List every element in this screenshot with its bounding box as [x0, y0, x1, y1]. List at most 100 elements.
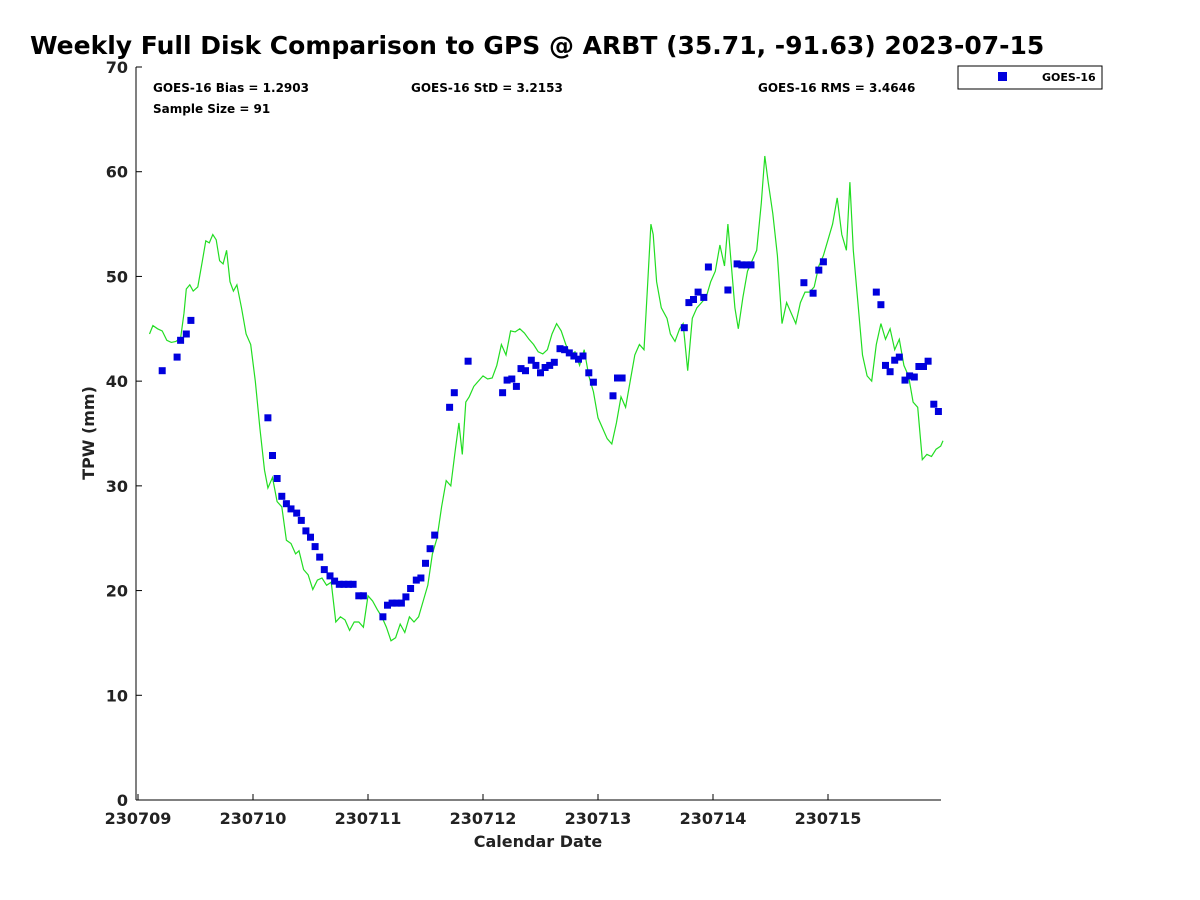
goes-16-point [446, 403, 454, 411]
y-tick-label: 20 [106, 582, 128, 601]
goes-16-point [733, 260, 741, 268]
goes-16-point [316, 553, 324, 561]
goes-16-point [561, 346, 569, 354]
gps-line-series [148, 155, 944, 642]
goes-16-point [541, 364, 549, 371]
goes-16-point [345, 580, 352, 588]
goes-16-point [359, 592, 367, 600]
goes-16-point [417, 574, 425, 582]
y-tick-label: 0 [117, 791, 128, 810]
goes-16-point [320, 566, 328, 574]
goes-16-point [891, 356, 899, 364]
goes-16-point [906, 372, 914, 380]
x-tick-label: 230712 [450, 809, 517, 828]
goes-16-point [570, 352, 578, 360]
x-tick-label: 230709 [105, 809, 172, 828]
goes-16-point [302, 527, 310, 535]
goes-16-point [882, 361, 889, 369]
goes-16-point [384, 601, 391, 609]
y-tick-label: 60 [106, 163, 128, 182]
goes-16-point [556, 345, 564, 353]
goes-16-point [412, 576, 420, 584]
goes-16-point [934, 408, 942, 415]
goes-16-point [910, 373, 918, 381]
goes-16-point [819, 258, 827, 266]
goes-16-point [704, 263, 712, 271]
goes-16-point [397, 599, 405, 607]
goes-16-point [450, 389, 458, 397]
goes-16-point [379, 613, 387, 621]
chart-title: Weekly Full Disk Comparison to GPS @ ARB… [30, 31, 1044, 60]
std-stat: GOES-16 StD = 3.2153 [411, 81, 563, 95]
goes-16-point [422, 559, 429, 567]
x-axis-ticks: 230709 230710 230711 230712 230713 230714 2307… [105, 794, 862, 828]
goes-16-point [877, 301, 885, 309]
sample-size-stat: Sample Size = 91 [153, 102, 270, 116]
goes-16-point [431, 531, 439, 539]
goes-16-point [512, 382, 520, 390]
goes-16-point [690, 296, 697, 303]
goes-16-point [182, 330, 190, 338]
goes-16-point [503, 376, 511, 384]
goes-16-point [575, 355, 582, 363]
x-tick-label: 230710 [220, 809, 287, 828]
goes-16-point [293, 509, 301, 517]
y-tick-label: 40 [106, 372, 128, 391]
goes-16-point [187, 316, 195, 324]
goes-16-point [269, 452, 276, 459]
y-tick-label: 10 [106, 686, 128, 705]
goes-16-point [335, 580, 343, 588]
rms-stat: GOES-16 RMS = 3.4646 [758, 81, 915, 95]
goes-16-point [694, 288, 702, 296]
goes-16-point [618, 374, 626, 382]
goes-16-point [685, 299, 693, 307]
goes-16-point [173, 353, 181, 361]
goes-16-point [331, 577, 339, 585]
goes-16-point [585, 369, 593, 377]
goes-16-point [388, 599, 396, 607]
goes-16-point [614, 374, 621, 382]
goes-16-point [402, 593, 410, 601]
goes-16-point [355, 592, 363, 600]
x-tick-label: 230714 [680, 809, 747, 828]
y-tick-label: 50 [106, 267, 128, 286]
goes-16-point [895, 353, 903, 361]
goes-16-point [589, 378, 597, 386]
goes-16-point [724, 286, 732, 294]
goes-16-point [680, 324, 688, 332]
goes-16-point [886, 368, 894, 376]
goes-16-point [517, 365, 525, 373]
gps-line [148, 155, 944, 642]
legend-marker-goes-16 [998, 72, 1007, 81]
goes-16-point [349, 580, 357, 588]
x-tick-label: 230715 [795, 809, 862, 828]
goes-16-point [340, 580, 348, 588]
y-axis-ticks: 0 10 20 30 40 50 60 70 [106, 58, 142, 810]
goes-16-point [264, 414, 272, 422]
goes-16-point [901, 376, 909, 384]
goes-16-point [930, 400, 938, 408]
goes-16-scatter-series [158, 258, 942, 621]
goes-16-point [872, 288, 880, 296]
goes-16-point [700, 293, 708, 301]
goes-16-point [287, 505, 295, 513]
x-axis-label: Calendar Date [474, 832, 603, 851]
goes-16-point [738, 261, 746, 269]
goes-16-point [177, 336, 185, 344]
goes-16-point [747, 261, 755, 269]
goes-16-point [407, 585, 415, 592]
bias-stat: GOES-16 Bias = 1.2903 [153, 81, 309, 95]
goes-16-point [537, 369, 544, 377]
y-tick-label: 30 [106, 477, 128, 496]
plot-area [136, 67, 941, 800]
goes-16-point [609, 392, 617, 400]
goes-16-point [508, 375, 516, 383]
goes-16-point [282, 500, 290, 508]
goes-16-point [464, 357, 472, 365]
legend-box [957, 65, 1103, 90]
goes-16-point [815, 266, 823, 274]
goes-16-point [311, 543, 319, 551]
goes-16-point [546, 361, 554, 369]
goes-16-point [499, 389, 507, 397]
